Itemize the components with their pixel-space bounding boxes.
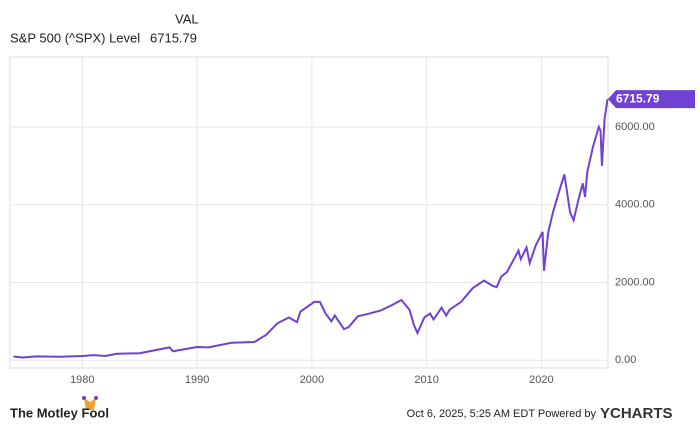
y-tick-label: 4000.00 [615,199,655,211]
y-tick-label: 2000.00 [615,276,655,288]
motley-fool-logo [82,396,98,410]
x-tick-label: 2000 [300,374,324,386]
x-tick-label: 2010 [414,374,438,386]
x-tick-label: 1980 [70,374,94,386]
footer-brand: The Motley Fool [10,405,109,420]
x-tick-label: 2020 [529,374,553,386]
value-tag-label: 6715.79 [616,91,660,105]
plot-frame [9,56,609,369]
legend-series-name: S&P 500 (^SPX) Level [10,30,140,45]
y-tick-label: 6000.00 [615,121,655,133]
series-line [13,99,609,359]
footer-source: YCHARTS [600,405,673,422]
jester-bell [94,396,98,400]
legend-series-value: 6715.79 [150,30,197,45]
y-tick-label: 0.00 [615,354,636,366]
jester-bell [82,396,86,400]
value-tag [608,90,695,109]
footer-timestamp: Oct 6, 2025, 5:25 AM EDT Powered by [407,408,597,420]
x-tick-label: 1990 [185,374,209,386]
legend-header: VAL [175,11,199,26]
jester-icon [84,398,96,410]
